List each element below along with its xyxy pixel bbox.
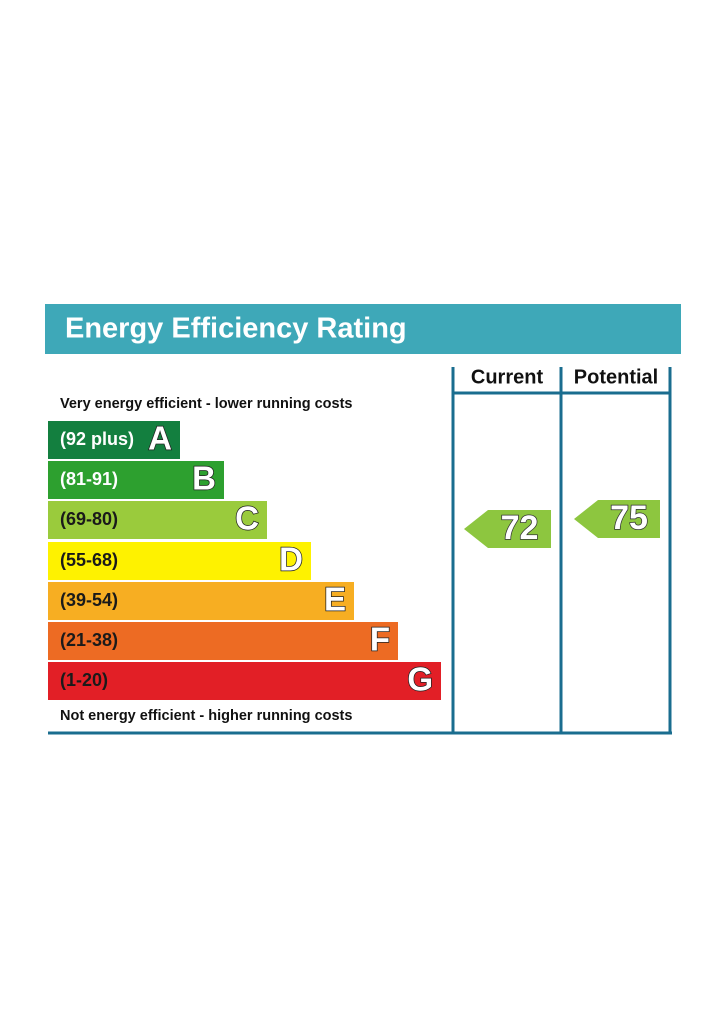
title: Energy Efficiency Rating [65, 313, 407, 345]
band-bar [48, 582, 354, 620]
header-bar [45, 304, 681, 354]
band-range: (1-20) [60, 670, 108, 690]
band-bar [48, 461, 224, 499]
band-letter: B [192, 460, 216, 497]
band-range: (69-80) [60, 509, 118, 529]
rating-value: 75 [610, 499, 648, 537]
band-letter: C [235, 500, 259, 537]
column-header: Current [471, 366, 544, 388]
band-letter: E [324, 581, 346, 618]
band-bar [48, 542, 311, 580]
column-header: Potential [574, 366, 658, 388]
band-range: (81-91) [60, 469, 118, 489]
band-letter: G [407, 661, 433, 698]
rating-arrow [574, 500, 660, 538]
band-range: (21-38) [60, 630, 118, 650]
band-letter: F [370, 621, 390, 658]
band-range: (55-68) [60, 550, 118, 570]
band-bar [48, 501, 267, 539]
band-range: (92 plus) [60, 429, 134, 449]
band-bar [48, 421, 180, 459]
band-letter: D [279, 541, 303, 578]
bottom-note: Not energy efficient - higher running co… [60, 708, 352, 724]
rating-arrow [464, 510, 551, 548]
band-bar [48, 622, 398, 660]
band-bar [48, 662, 441, 700]
band-letter: A [148, 420, 172, 457]
top-note: Very energy efficient - lower running co… [60, 396, 353, 412]
band-range: (39-54) [60, 590, 118, 610]
rating-value: 72 [501, 509, 539, 547]
